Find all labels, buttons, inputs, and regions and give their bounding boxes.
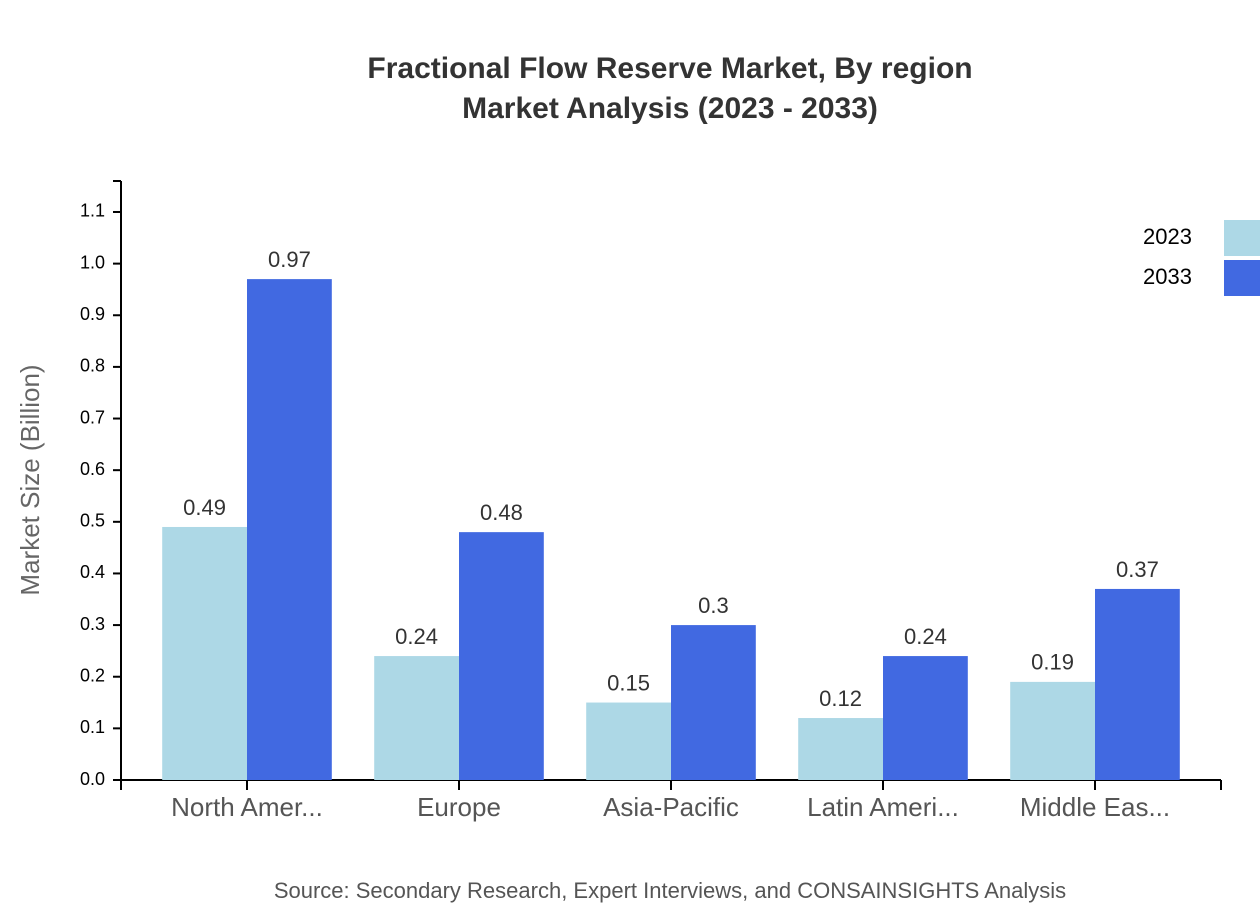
legend-swatch	[1224, 260, 1260, 296]
y-axis-label: Market Size (Billion)	[15, 364, 45, 595]
y-tick-label: 0.6	[80, 459, 105, 479]
y-tick-label: 0.5	[80, 511, 105, 531]
y-tick-label: 0.9	[80, 304, 105, 324]
value-label: 0.3	[698, 593, 729, 618]
source-note: Source: Secondary Research, Expert Inter…	[274, 878, 1066, 903]
value-label: 0.12	[819, 686, 862, 711]
y-tick-label: 0.0	[80, 769, 105, 789]
bar	[459, 532, 544, 780]
value-label: 0.15	[607, 670, 650, 695]
value-label: 0.97	[268, 247, 311, 272]
chart-subtitle: Market Analysis (2023 - 2033)	[462, 92, 878, 125]
value-label: 0.24	[904, 624, 947, 649]
x-tick-label: Latin Ameri...	[807, 792, 959, 822]
value-label: 0.19	[1031, 650, 1074, 675]
y-tick-label: 0.3	[80, 614, 105, 634]
bar	[798, 718, 883, 780]
value-label: 0.37	[1116, 557, 1159, 582]
legend-label: 2023	[1143, 224, 1192, 249]
bar	[883, 656, 968, 780]
value-label: 0.48	[480, 500, 523, 525]
y-tick-label: 0.4	[80, 562, 105, 582]
bar	[1010, 681, 1095, 780]
bar	[247, 279, 332, 780]
bar	[671, 625, 756, 780]
y-tick-label: 0.8	[80, 356, 105, 376]
chart-title: Fractional Flow Reserve Market, By regio…	[367, 52, 972, 85]
value-label: 0.49	[183, 495, 226, 520]
x-tick-label: Asia-Pacific	[603, 792, 739, 822]
x-tick-label: Middle Eas...	[1020, 792, 1170, 822]
legend-swatch	[1224, 220, 1260, 256]
bar	[374, 656, 459, 780]
y-tick-label: 0.1	[80, 717, 105, 737]
bar	[586, 702, 671, 780]
x-tick-label: Europe	[417, 792, 501, 822]
y-tick-label: 0.2	[80, 665, 105, 685]
legend-label: 2033	[1143, 264, 1192, 289]
y-tick-label: 0.7	[80, 407, 105, 427]
bar	[162, 526, 247, 780]
value-label: 0.24	[395, 624, 438, 649]
bar	[1095, 588, 1180, 780]
x-tick-label: North Amer...	[171, 792, 323, 822]
y-tick-label: 1.0	[80, 252, 105, 272]
y-tick-label: 1.1	[80, 201, 105, 221]
